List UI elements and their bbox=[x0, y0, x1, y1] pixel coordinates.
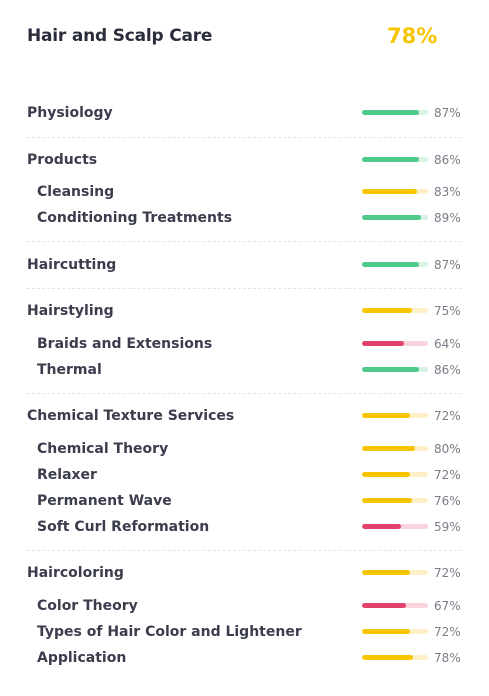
row-percentage: 83% bbox=[434, 185, 461, 199]
subcategory-row: Types of Hair Color and Lightener 72% bbox=[0, 622, 489, 642]
progress-fill bbox=[362, 629, 410, 634]
section-divider bbox=[27, 241, 462, 242]
progress-fill bbox=[362, 524, 401, 529]
row-label: Types of Hair Color and Lightener bbox=[37, 624, 302, 640]
row-label: Hairstyling bbox=[27, 303, 114, 319]
subcategory-row: Cleansing 83% bbox=[0, 182, 489, 202]
row-percentage: 78% bbox=[434, 651, 461, 665]
row-percentage: 76% bbox=[434, 494, 461, 508]
progress-bar bbox=[362, 308, 428, 313]
progress-bar bbox=[362, 629, 428, 634]
section-divider bbox=[27, 393, 462, 394]
subcategory-row: Application 78% bbox=[0, 648, 489, 668]
progress-bar bbox=[362, 262, 428, 267]
row-label: Cleansing bbox=[37, 184, 115, 200]
row-percentage: 80% bbox=[434, 442, 461, 456]
category-row: Haircoloring 72% bbox=[0, 563, 489, 583]
progress-bar bbox=[362, 655, 428, 660]
progress-bar bbox=[362, 446, 428, 451]
section-title: Hair and Scalp Care bbox=[27, 26, 213, 46]
progress-fill bbox=[362, 110, 420, 115]
progress-fill bbox=[362, 215, 421, 220]
row-percentage: 67% bbox=[434, 599, 461, 613]
category-row: Products 86% bbox=[0, 150, 489, 170]
progress-bar bbox=[362, 189, 428, 194]
row-label: Color Theory bbox=[37, 598, 138, 614]
section-divider bbox=[27, 288, 462, 289]
row-percentage: 86% bbox=[434, 153, 461, 167]
progress-bar bbox=[362, 524, 428, 529]
progress-bar bbox=[362, 472, 428, 477]
category-row: Hairstyling 75% bbox=[0, 301, 489, 321]
category-row: Haircutting 87% bbox=[0, 255, 489, 275]
row-label: Products bbox=[27, 152, 98, 168]
row-percentage: 87% bbox=[434, 106, 461, 120]
progress-fill bbox=[362, 341, 405, 346]
row-percentage: 72% bbox=[434, 625, 461, 639]
subcategory-row: Permanent Wave 76% bbox=[0, 491, 489, 511]
progress-bar bbox=[362, 215, 428, 220]
row-percentage: 59% bbox=[434, 520, 461, 534]
row-percentage: 89% bbox=[434, 211, 461, 225]
overall-score: 78% bbox=[387, 24, 438, 48]
category-row: Physiology 87% bbox=[0, 103, 489, 123]
row-label: Haircoloring bbox=[27, 565, 124, 581]
progress-fill bbox=[362, 308, 412, 313]
category-row: Chemical Texture Services 72% bbox=[0, 406, 489, 426]
progress-fill bbox=[362, 189, 417, 194]
progress-fill bbox=[362, 367, 419, 372]
subcategory-row: Conditioning Treatments 89% bbox=[0, 208, 489, 228]
progress-bar bbox=[362, 570, 428, 575]
progress-fill bbox=[362, 655, 414, 660]
row-label: Application bbox=[37, 650, 127, 666]
progress-fill bbox=[362, 570, 410, 575]
row-percentage: 87% bbox=[434, 258, 461, 272]
progress-fill bbox=[362, 157, 419, 162]
progress-bar bbox=[362, 413, 428, 418]
progress-fill bbox=[362, 498, 413, 503]
progress-bar bbox=[362, 157, 428, 162]
row-label: Conditioning Treatments bbox=[37, 210, 233, 226]
row-label: Physiology bbox=[27, 105, 113, 121]
subcategory-row: Relaxer 72% bbox=[0, 465, 489, 485]
row-percentage: 72% bbox=[434, 409, 461, 423]
subcategory-row: Thermal 86% bbox=[0, 360, 489, 380]
section-divider bbox=[27, 137, 462, 138]
row-label: Chemical Texture Services bbox=[27, 408, 235, 424]
row-label: Haircutting bbox=[27, 257, 117, 273]
row-label: Braids and Extensions bbox=[37, 336, 213, 352]
row-label: Relaxer bbox=[37, 467, 97, 483]
row-percentage: 72% bbox=[434, 468, 461, 482]
subcategory-row: Chemical Theory 80% bbox=[0, 439, 489, 459]
subcategory-row: Color Theory 67% bbox=[0, 596, 489, 616]
card-header: Hair and Scalp Care 78% bbox=[27, 24, 463, 52]
row-percentage: 64% bbox=[434, 337, 461, 351]
row-percentage: 72% bbox=[434, 566, 461, 580]
row-label: Soft Curl Reformation bbox=[37, 519, 210, 535]
subcategory-row: Braids and Extensions 64% bbox=[0, 334, 489, 354]
progress-bar bbox=[362, 110, 428, 115]
progress-fill bbox=[362, 472, 410, 477]
row-label: Permanent Wave bbox=[37, 493, 172, 509]
row-label: Thermal bbox=[37, 362, 102, 378]
row-percentage: 86% bbox=[434, 363, 461, 377]
progress-bar bbox=[362, 367, 428, 372]
progress-fill bbox=[362, 413, 410, 418]
progress-bar bbox=[362, 603, 428, 608]
progress-bar bbox=[362, 341, 428, 346]
progress-bar bbox=[362, 498, 428, 503]
subcategory-row: Soft Curl Reformation 59% bbox=[0, 517, 489, 537]
progress-fill bbox=[362, 262, 420, 267]
progress-fill bbox=[362, 603, 407, 608]
section-divider bbox=[27, 550, 462, 551]
row-label: Chemical Theory bbox=[37, 441, 169, 457]
progress-fill bbox=[362, 446, 415, 451]
row-percentage: 75% bbox=[434, 304, 461, 318]
